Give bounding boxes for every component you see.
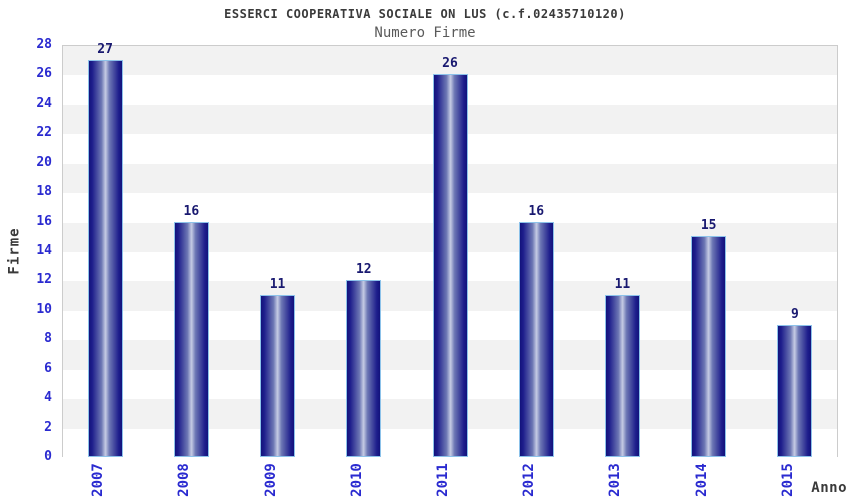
x-tick-label: 2013 <box>607 463 624 497</box>
y-tick-label: 26 <box>36 66 52 82</box>
chart-subtitle: Numero Firme <box>374 25 476 41</box>
y-tick-label: 16 <box>36 213 52 229</box>
chart-title: ESSERCI COOPERATIVA SOCIALE ON LUS (c.f.… <box>224 7 626 21</box>
bar-2013 <box>604 295 640 457</box>
bar-value-label: 9 <box>790 306 799 322</box>
x-tick-label: 2011 <box>435 463 451 497</box>
x-tick-label: 2009 <box>262 463 279 497</box>
bar-value-label: 11 <box>269 277 286 293</box>
y-tick-label: 20 <box>36 154 52 170</box>
bar-value-label: 15 <box>700 218 717 234</box>
bar-2012 <box>518 221 554 457</box>
y-tick-label: 10 <box>36 301 52 317</box>
bar-2014 <box>691 236 727 457</box>
bar-2009 <box>260 295 296 457</box>
y-tick-label: 14 <box>36 243 52 258</box>
y-tick-label: 28 <box>36 37 52 52</box>
y-tick-label: 18 <box>36 184 52 200</box>
y-tick-label: 4 <box>44 390 52 406</box>
bar-2007 <box>87 59 123 457</box>
bar-2011 <box>432 74 468 457</box>
bar-2010 <box>346 280 382 457</box>
x-tick-label: 2010 <box>348 463 365 497</box>
x-tick-label: 2012 <box>521 463 538 497</box>
y-tick-label: 24 <box>36 95 52 111</box>
x-tick-label: 2008 <box>176 463 193 497</box>
bar-value-label: 16 <box>183 203 200 219</box>
x-tick-label: 2014 <box>693 463 710 497</box>
bar-value-label: 11 <box>614 277 631 293</box>
bar-2015 <box>777 324 813 457</box>
bar-value-label: 16 <box>528 203 545 219</box>
plot-band <box>63 46 837 77</box>
y-tick-label: 6 <box>44 360 52 376</box>
bar-value-label: 26 <box>442 56 458 72</box>
x-tick-label: 2007 <box>90 463 107 497</box>
bar-2008 <box>173 221 209 457</box>
y-tick-label: 22 <box>36 125 52 141</box>
y-tick-label: 8 <box>44 331 52 347</box>
y-tick-label: 0 <box>44 449 52 464</box>
bar-value-label: 27 <box>97 41 113 57</box>
x-tick-label: 2015 <box>779 463 796 497</box>
x-axis-title: Anno <box>811 480 847 496</box>
bar-value-label: 12 <box>355 262 372 278</box>
y-tick-label: 2 <box>44 419 52 435</box>
y-tick-label: 12 <box>36 272 52 288</box>
